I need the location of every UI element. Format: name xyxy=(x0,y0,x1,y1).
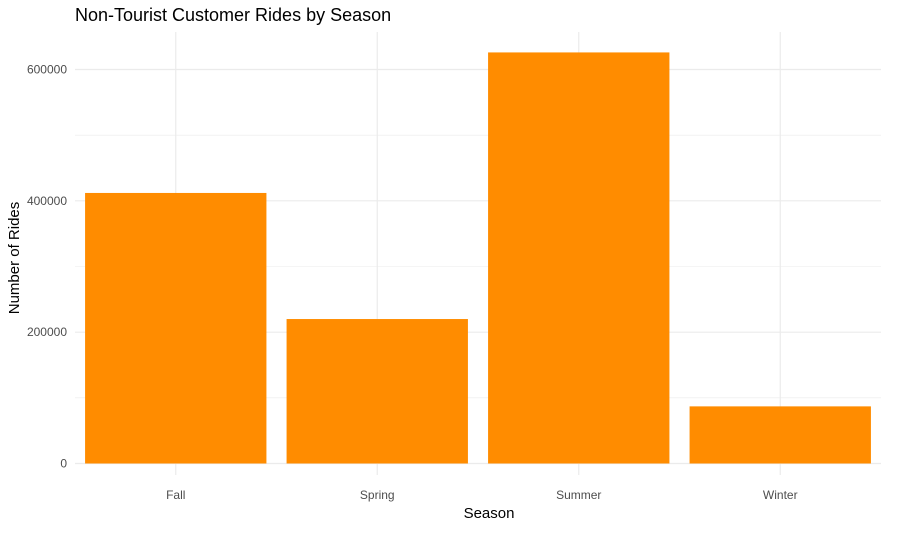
x-axis-title: Season xyxy=(464,505,515,522)
y-tick-label: 600000 xyxy=(27,63,67,77)
bar-spring xyxy=(286,319,468,464)
x-tick-label: Fall xyxy=(166,488,185,502)
x-tick-label: Spring xyxy=(360,488,395,502)
y-axis-title: Number of Rides xyxy=(6,202,23,315)
x-tick-label: Winter xyxy=(763,488,798,502)
y-tick-label: 0 xyxy=(60,457,67,471)
y-tick-label: 400000 xyxy=(27,194,67,208)
chart-title: Non-Tourist Customer Rides by Season xyxy=(75,5,391,25)
bar-fall xyxy=(85,192,267,464)
bar-summer xyxy=(488,52,670,464)
bar-winter xyxy=(689,406,871,464)
x-axis-ticks: Fall Spring Summer Winter xyxy=(166,488,798,502)
y-tick-label: 200000 xyxy=(27,325,67,339)
bars xyxy=(85,52,871,464)
x-tick-label: Summer xyxy=(556,488,601,502)
y-axis-ticks: 0 200000 400000 600000 xyxy=(27,63,67,471)
